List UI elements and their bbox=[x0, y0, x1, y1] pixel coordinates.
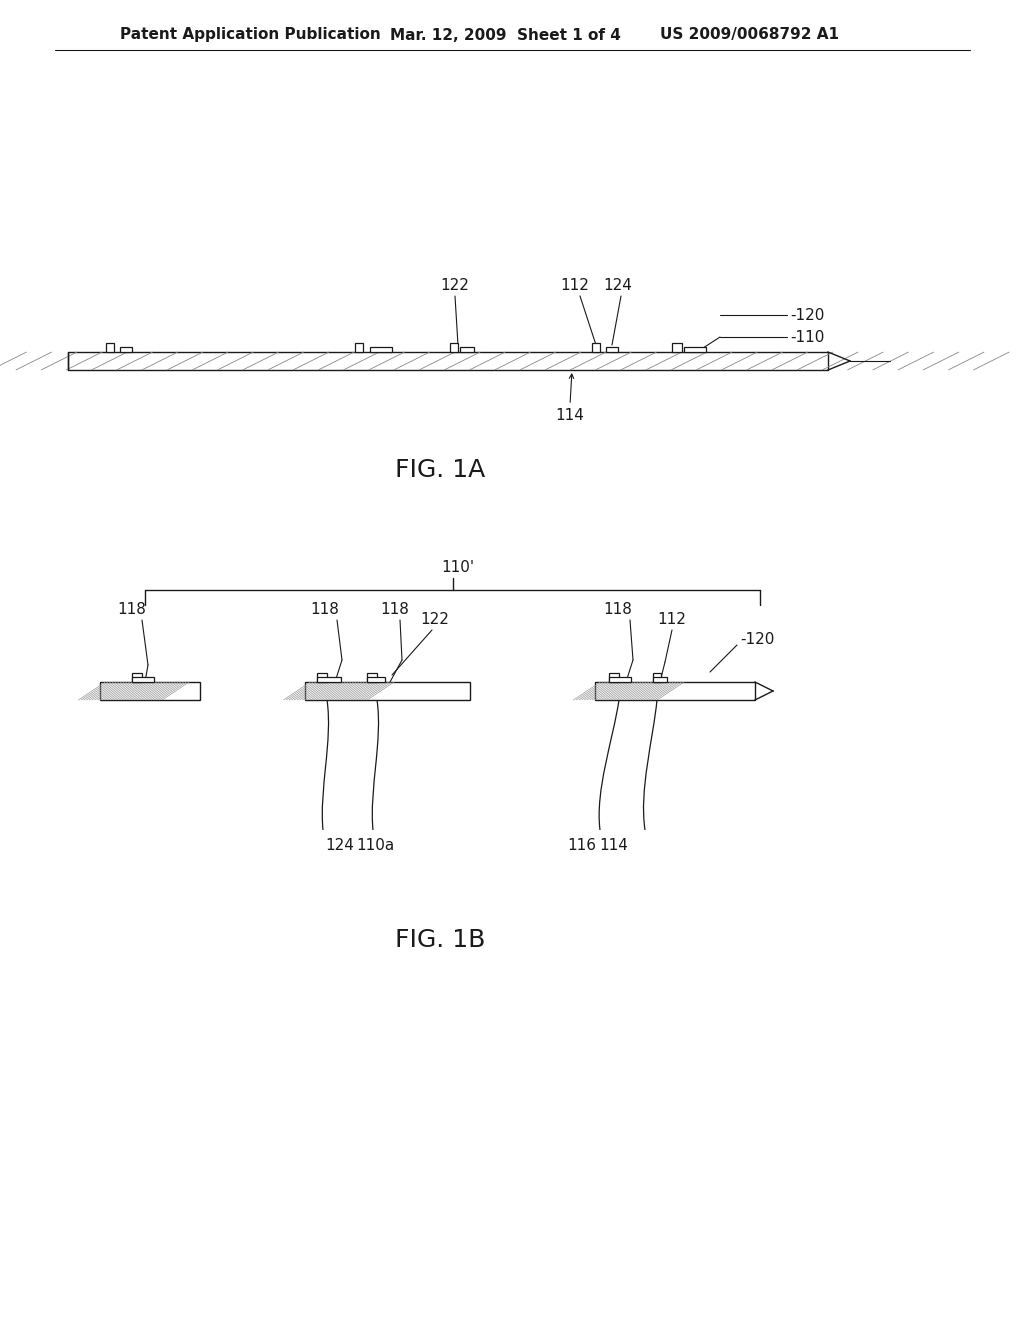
Bar bbox=[68, 352, 828, 370]
Text: FIG. 1B: FIG. 1B bbox=[395, 928, 485, 952]
Text: US 2009/0068792 A1: US 2009/0068792 A1 bbox=[660, 28, 839, 42]
Bar bbox=[653, 673, 662, 682]
Text: 122: 122 bbox=[440, 277, 469, 293]
Bar bbox=[355, 343, 362, 352]
Bar bbox=[317, 673, 327, 682]
Text: -110: -110 bbox=[790, 330, 824, 345]
Text: 114: 114 bbox=[556, 408, 585, 422]
Text: 112: 112 bbox=[657, 612, 686, 627]
Bar bbox=[595, 682, 755, 700]
Text: 124: 124 bbox=[603, 277, 633, 293]
Bar bbox=[100, 682, 200, 700]
Bar bbox=[609, 673, 618, 682]
Text: 118: 118 bbox=[381, 602, 410, 618]
Bar bbox=[317, 677, 341, 682]
Bar bbox=[106, 343, 114, 352]
Bar bbox=[684, 347, 706, 352]
Bar bbox=[672, 343, 682, 352]
Bar bbox=[450, 343, 458, 352]
Bar bbox=[606, 347, 618, 352]
Text: -120: -120 bbox=[790, 308, 824, 322]
Text: Patent Application Publication: Patent Application Publication bbox=[120, 28, 381, 42]
Bar bbox=[460, 347, 474, 352]
Text: Mar. 12, 2009  Sheet 1 of 4: Mar. 12, 2009 Sheet 1 of 4 bbox=[390, 28, 621, 42]
Bar bbox=[120, 347, 132, 352]
Text: 124: 124 bbox=[326, 837, 354, 853]
Bar bbox=[592, 343, 600, 352]
Bar bbox=[370, 347, 392, 352]
Text: FIG. 1A: FIG. 1A bbox=[395, 458, 485, 482]
Bar bbox=[132, 677, 154, 682]
Text: 110a: 110a bbox=[356, 837, 394, 853]
Bar bbox=[305, 682, 470, 700]
Text: 110': 110' bbox=[441, 561, 474, 576]
Bar bbox=[367, 677, 385, 682]
Text: 118: 118 bbox=[118, 602, 146, 618]
Text: 114: 114 bbox=[600, 837, 629, 853]
Text: 118: 118 bbox=[603, 602, 633, 618]
Bar bbox=[367, 673, 377, 682]
Bar bbox=[609, 677, 631, 682]
Bar bbox=[653, 677, 667, 682]
Text: 122: 122 bbox=[421, 612, 450, 627]
Text: 116: 116 bbox=[567, 837, 597, 853]
Text: 118: 118 bbox=[310, 602, 339, 618]
Text: 112: 112 bbox=[560, 277, 590, 293]
Text: -120: -120 bbox=[740, 632, 774, 648]
Bar bbox=[132, 673, 142, 682]
